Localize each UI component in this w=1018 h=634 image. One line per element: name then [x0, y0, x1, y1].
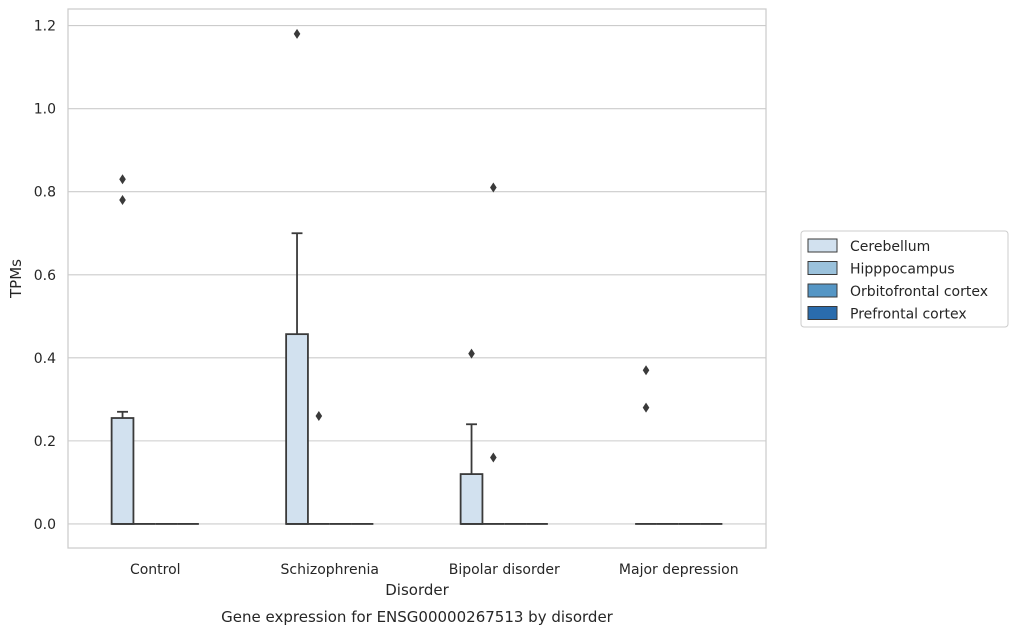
y-tick-label: 0.4	[34, 351, 56, 367]
y-tick-label: 0.8	[34, 185, 56, 201]
outlier-point	[293, 28, 301, 39]
legend-label: Prefrontal cortex	[850, 307, 967, 323]
x-tick-label: Bipolar disorder	[449, 562, 560, 578]
y-tick-label: 0.6	[34, 268, 56, 284]
y-tick-label: 0.2	[34, 434, 56, 450]
legend-swatch	[807, 238, 838, 253]
outlier-point	[490, 182, 497, 193]
y-tick-label: 1.2	[34, 19, 56, 35]
series-hipppocampus	[133, 182, 679, 525]
box	[110, 417, 135, 525]
legend-frame	[800, 230, 1009, 328]
legend-swatch	[807, 306, 838, 320]
y-axis-title: TPMs	[7, 259, 25, 299]
legend: Cerebellum Hipppocampus Orbitofrontal cort…	[800, 230, 1009, 328]
legend-label: Cerebellum	[850, 239, 930, 255]
outlier-point	[468, 348, 475, 359]
legend-swatch	[807, 283, 838, 298]
box	[459, 473, 484, 525]
outlier-point	[315, 410, 323, 421]
legend-label: Hipppocampus	[850, 262, 955, 278]
series-cerebellum	[110, 28, 657, 525]
x-tick-label: Control	[130, 562, 181, 578]
box-series	[110, 28, 723, 525]
x-tick-label: Major depression	[619, 562, 739, 578]
outlier-point	[119, 174, 126, 185]
y-tick-label: 1.0	[34, 102, 56, 118]
outlier-point	[490, 452, 497, 463]
chart-caption: Gene expression for ENSG00000267513 by d…	[221, 608, 614, 626]
legend-label: Orbitofrontal cortex	[850, 284, 988, 300]
y-tick-label: 0.0	[34, 517, 56, 533]
plot-area-frame	[67, 8, 767, 549]
outlier-point	[642, 402, 650, 413]
box	[285, 333, 309, 525]
y-tick-labels: 0.0 0.2 0.4 0.6 0.8 1.0 1.2	[34, 19, 56, 533]
x-tick-label: Schizophrenia	[281, 562, 379, 578]
x-tick-labels: Control Schizophrenia Bipolar disorder Majo…	[130, 562, 739, 578]
outlier-point	[119, 195, 126, 206]
outlier-point	[642, 365, 650, 376]
legend-swatch	[807, 261, 838, 275]
grid-lines	[68, 25, 766, 525]
x-axis-title: Disorder	[385, 581, 449, 599]
